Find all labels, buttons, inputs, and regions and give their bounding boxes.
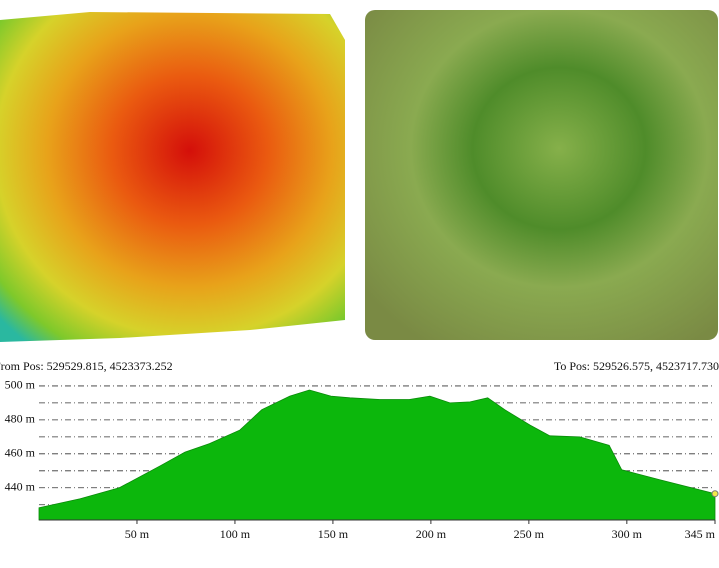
- x-tick-label: 50 m: [125, 527, 150, 541]
- x-tick-label: 100 m: [220, 527, 251, 541]
- to-position: To Pos: 529526.575, 4523717.730: [554, 359, 719, 373]
- y-tick-label: 480 m: [5, 412, 36, 426]
- x-tick-label: 300 m: [612, 527, 643, 541]
- from-position: From Pos: 529529.815, 4523373.252: [0, 359, 173, 373]
- x-tick-label: 250 m: [514, 527, 545, 541]
- orthophoto: [365, 10, 718, 340]
- end-marker: [711, 490, 719, 498]
- elevation-map: [0, 12, 345, 342]
- x-tick-label: 200 m: [416, 527, 447, 541]
- elevation-profile: [38, 389, 716, 521]
- y-tick-label: 500 m: [5, 378, 36, 392]
- x-tick-label: 150 m: [318, 527, 349, 541]
- y-tick-label: 440 m: [5, 480, 36, 494]
- x-tick-label: 345 m: [685, 527, 716, 541]
- y-tick-label: 460 m: [5, 446, 36, 460]
